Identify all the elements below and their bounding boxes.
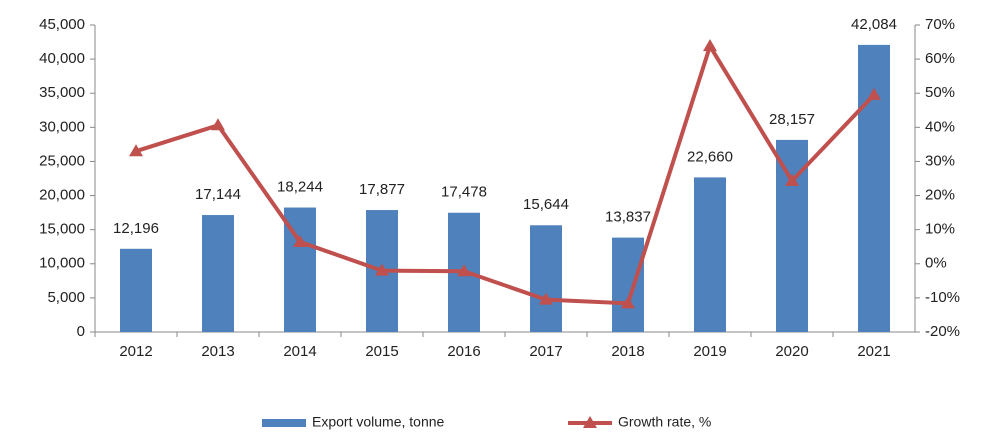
legend-label: Export volume, tonne xyxy=(312,414,445,430)
marker xyxy=(129,144,143,157)
y2-tick-label: 70% xyxy=(925,16,955,33)
y2-tick-label: 50% xyxy=(925,84,955,101)
marker xyxy=(621,296,635,309)
y-tick-label: 10,000 xyxy=(39,255,85,272)
y-tick-label: 35,000 xyxy=(39,84,85,101)
y-tick-label: 25,000 xyxy=(39,152,85,169)
x-tick-label: 2021 xyxy=(857,343,890,360)
legend-swatch xyxy=(262,419,306,427)
marker xyxy=(375,263,389,276)
x-tick-label: 2016 xyxy=(447,343,480,360)
marker xyxy=(539,292,553,305)
marker xyxy=(293,234,307,247)
x-tick-label: 2013 xyxy=(201,343,234,360)
x-tick-label: 2015 xyxy=(365,343,398,360)
y2-tick-label: 0% xyxy=(925,255,947,272)
bar xyxy=(694,177,726,332)
bar xyxy=(120,248,152,332)
y2-tick-label: 10% xyxy=(925,221,955,238)
marker xyxy=(785,173,799,186)
y-tick-label: 15,000 xyxy=(39,221,85,238)
marker xyxy=(703,39,717,52)
data-label: 15,644 xyxy=(523,196,569,213)
y-tick-label: 0 xyxy=(77,323,85,340)
marker xyxy=(867,87,881,100)
marker xyxy=(211,118,225,131)
data-label: 17,877 xyxy=(359,181,405,198)
x-tick-label: 2017 xyxy=(529,343,562,360)
y2-tick-label: 60% xyxy=(925,50,955,67)
y2-tick-label: 30% xyxy=(925,152,955,169)
x-tick-label: 2014 xyxy=(283,343,316,360)
y2-tick-label: 40% xyxy=(925,118,955,135)
y2-tick-label: -20% xyxy=(925,323,960,340)
data-label: 28,157 xyxy=(769,111,815,128)
y2-tick-label: 20% xyxy=(925,187,955,204)
x-tick-label: 2018 xyxy=(611,343,644,360)
data-label: 13,837 xyxy=(605,209,651,226)
bar xyxy=(530,225,562,332)
legend-marker xyxy=(583,416,597,428)
x-tick-label: 2019 xyxy=(693,343,726,360)
x-tick-label: 2012 xyxy=(119,343,152,360)
data-label: 17,144 xyxy=(195,186,241,203)
y-tick-label: 45,000 xyxy=(39,16,85,33)
y-tick-label: 20,000 xyxy=(39,187,85,204)
data-label: 42,084 xyxy=(851,16,897,33)
marker xyxy=(457,264,471,277)
y-tick-label: 30,000 xyxy=(39,118,85,135)
data-label: 22,660 xyxy=(687,148,733,165)
legend-label: Growth rate, % xyxy=(618,414,711,430)
data-label: 17,478 xyxy=(441,184,487,201)
bar xyxy=(612,237,644,332)
line xyxy=(135,41,876,306)
y2-tick-label: -10% xyxy=(925,289,960,306)
data-label: 12,196 xyxy=(113,220,159,237)
y-tick-label: 40,000 xyxy=(39,50,85,67)
bar xyxy=(202,215,234,332)
data-label: 18,244 xyxy=(277,179,323,196)
x-tick-label: 2020 xyxy=(775,343,808,360)
y-tick-label: 5,000 xyxy=(47,289,85,306)
